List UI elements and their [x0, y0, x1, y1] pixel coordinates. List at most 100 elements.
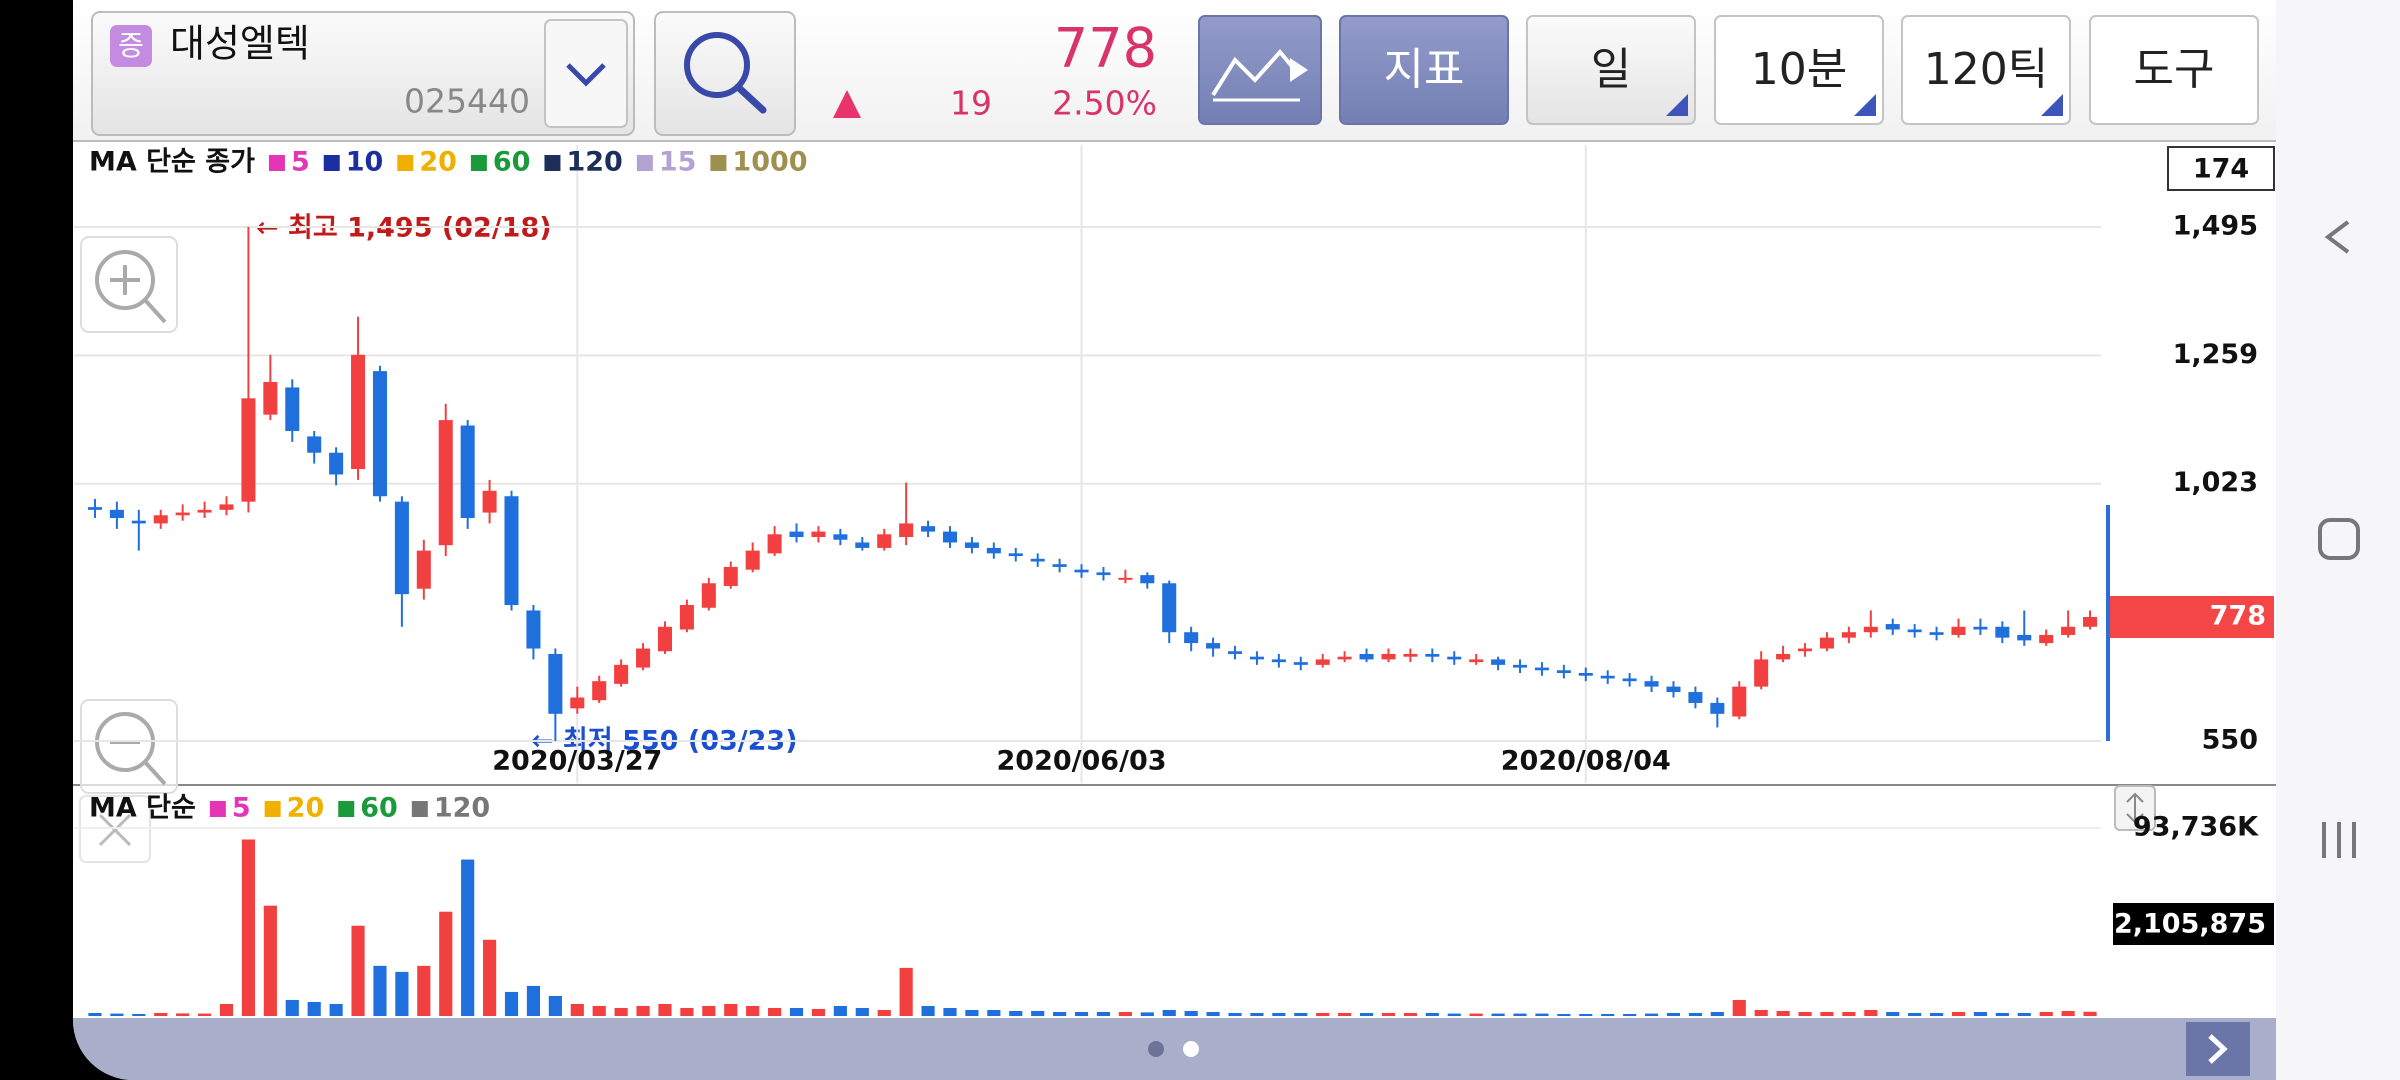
- volume-bar: [1886, 1011, 1900, 1016]
- nav-recents[interactable]: [2322, 822, 2356, 858]
- box-label: 174: [2193, 154, 2249, 185]
- volume-bar: [1710, 1011, 1724, 1016]
- volume-bar: [1316, 1012, 1330, 1016]
- candle-body: [438, 420, 453, 546]
- candle-body: [1995, 626, 2010, 638]
- zoom-out-button[interactable]: [80, 699, 178, 794]
- candle-body: [1534, 667, 1549, 671]
- candle-body: [1666, 686, 1681, 693]
- volume-bar: [198, 1013, 212, 1016]
- volume-bar: [746, 1005, 760, 1016]
- volume-bar: [1666, 1012, 1681, 1016]
- candle-body: [855, 542, 870, 548]
- candle-body: [131, 520, 146, 524]
- corner-mark: [1854, 94, 1876, 116]
- volume-bar: [855, 1007, 869, 1016]
- candle-body: [1929, 632, 1944, 635]
- indicator-button-label: 지표: [1384, 44, 1465, 95]
- tools-button[interactable]: [2089, 15, 2259, 125]
- legend-label: 20: [287, 793, 325, 824]
- candle-body: [2083, 616, 2098, 627]
- candle-body: [241, 398, 256, 502]
- stock-box[interactable]: [91, 11, 635, 136]
- corner-mark: [1666, 94, 1688, 116]
- candle-body: [1732, 686, 1747, 717]
- indicator-button[interactable]: [1339, 15, 1509, 125]
- dropdown-button[interactable]: [544, 19, 628, 128]
- volume-bar: [921, 1005, 935, 1016]
- nav-home[interactable]: [2318, 518, 2360, 560]
- nav-back[interactable]: [2324, 220, 2350, 254]
- volume-bar: [110, 1013, 124, 1016]
- candle-body: [723, 566, 738, 586]
- candle-body: [1841, 632, 1856, 638]
- volume-bar: [1929, 1012, 1944, 1016]
- volume-bar: [461, 859, 475, 1016]
- volume-bar: [1820, 1011, 1834, 1016]
- price-change-pct: 2.50%: [1052, 84, 1157, 123]
- candle-body: [767, 534, 782, 554]
- volume-bar: [285, 999, 299, 1016]
- volume-bar: [395, 971, 409, 1016]
- volume-bar: [987, 1009, 1001, 1016]
- tick-button[interactable]: [1901, 15, 2071, 125]
- candle-body: [394, 501, 409, 595]
- legend-label: 15: [659, 147, 697, 178]
- zoom-in-button[interactable]: [80, 236, 178, 333]
- tools-button-label: 도구: [2134, 44, 2215, 95]
- price-chart: 2020/03/27 2020/06/03 2020/08/04 550 1,023 1,…: [74, 145, 2274, 1016]
- candle-body: [197, 509, 212, 513]
- candle-body: [1578, 673, 1593, 676]
- volume-bar: [2083, 1011, 2097, 1016]
- page-dot-active[interactable]: [1183, 1041, 1199, 1057]
- volume-bar: [1601, 1013, 1615, 1016]
- chart-type-button[interactable]: [1198, 15, 1322, 125]
- candle-body: [964, 542, 979, 548]
- last-price-tag: [2110, 595, 2274, 638]
- candle-body: [504, 496, 519, 606]
- next-button[interactable]: [2186, 1022, 2250, 1076]
- candle-body: [460, 425, 475, 518]
- search-button[interactable]: [654, 11, 796, 136]
- volume-bar: [176, 1013, 190, 1016]
- volume-bar: [702, 1005, 716, 1016]
- volume-bar: [811, 1008, 826, 1016]
- resize-handle[interactable]: [2114, 785, 2156, 831]
- candle-body: [263, 382, 278, 415]
- legend-swatch: [264, 801, 281, 817]
- volume-bar: [2061, 1010, 2075, 1016]
- volume-bar: [1009, 1010, 1023, 1016]
- market-badge: [110, 25, 152, 67]
- legend-label: 120: [566, 147, 622, 178]
- volume-bar: [943, 1007, 957, 1016]
- badge-text: 증: [118, 29, 144, 62]
- candle-body: [1162, 583, 1177, 633]
- volume-bar: [1074, 1011, 1089, 1016]
- search-icon-handle: [734, 83, 767, 114]
- candle-body: [1337, 656, 1352, 660]
- volume-bar: [1776, 1010, 1790, 1016]
- page-dot[interactable]: [1148, 1041, 1164, 1057]
- x-tick-label: 2020/03/27: [492, 746, 662, 777]
- candle-body: [1074, 569, 1089, 573]
- candle-body: [745, 550, 760, 570]
- volume-bar: [1403, 1012, 1417, 1016]
- volume-bar: [614, 1007, 628, 1016]
- volume-bar: [1425, 1012, 1439, 1016]
- candle-body: [1513, 664, 1528, 668]
- candle-body: [1184, 632, 1199, 644]
- chart-type-arrow: [1290, 58, 1308, 82]
- volume-bar: [1973, 1011, 1987, 1016]
- volume-bar: [768, 1007, 782, 1016]
- candle-body: [1885, 624, 1900, 630]
- candle-body: [1206, 643, 1221, 649]
- volume-bar: [1031, 1010, 1045, 1016]
- minute-button[interactable]: [1714, 15, 1884, 125]
- period-button[interactable]: [1526, 15, 1696, 125]
- volume-bar: [154, 1012, 168, 1016]
- legend-swatch: [411, 801, 428, 817]
- candle-body: [1008, 553, 1023, 557]
- candle-body: [1600, 675, 1615, 679]
